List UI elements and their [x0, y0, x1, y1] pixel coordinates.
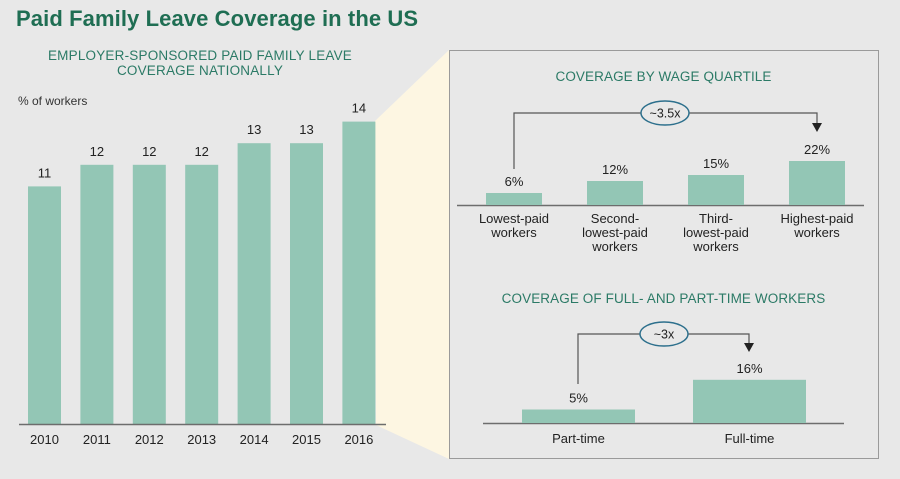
- quartile-category-label: Lowest-paid: [479, 211, 549, 226]
- national-bar-2014: [237, 143, 271, 424]
- quartile-bar: [789, 161, 845, 205]
- quartile-bar: [688, 175, 744, 205]
- work-status-chart-title: COVERAGE OF FULL- AND PART-TIME WORKERS: [501, 291, 826, 306]
- quartile-category-label: lowest-paid: [582, 225, 648, 240]
- national-data-label: 12: [194, 144, 208, 159]
- quartile-bar: [486, 193, 542, 205]
- national-data-label: 12: [142, 144, 156, 159]
- national-x-tick-label: 2013: [187, 432, 216, 447]
- national-x-tick-label: 2012: [135, 432, 164, 447]
- national-bar-2012: [132, 164, 166, 425]
- quartile-ratio-ellipse: [640, 100, 690, 126]
- national-coverage-chart: 11 2010 12 2011 12 2012 12 2013 13 2014 13 2015 14 20…: [19, 101, 386, 447]
- work-status-chart: 5% Part-time 16% Full-time ~3x: [483, 321, 844, 446]
- quartile-category-label: workers: [793, 225, 840, 240]
- wage-quartile-chart: 6%Lowest-paidworkers12%Second-lowest-pai…: [457, 100, 864, 254]
- work-status-ratio-label: ~3x: [654, 328, 675, 342]
- work-status-data-label: 16%: [736, 361, 762, 376]
- national-x-tick-label: 2014: [240, 432, 269, 447]
- quartile-category-label: Second-: [591, 211, 639, 226]
- national-bar-2016: [342, 121, 376, 424]
- national-x-tick-label: 2015: [292, 432, 321, 447]
- quartile-category-label: workers: [490, 225, 537, 240]
- national-bar-2015: [290, 143, 323, 424]
- quartile-bar: [587, 181, 643, 205]
- national-data-label: 11: [38, 165, 52, 180]
- national-bar-2011: [80, 164, 114, 425]
- national-x-tick-label: 2016: [344, 432, 373, 447]
- page-title: Paid Family Leave Coverage in the US: [16, 6, 419, 31]
- quartile-data-label: 12%: [602, 162, 628, 177]
- quartile-category-label: workers: [692, 239, 739, 254]
- national-data-label: 13: [247, 122, 261, 137]
- national-x-tick-label: 2010: [30, 432, 59, 447]
- national-x-tick-label: 2011: [83, 432, 111, 447]
- wage-quartile-chart-title: COVERAGE BY WAGE QUARTILE: [555, 69, 772, 84]
- work-status-category-label: Part-time: [552, 431, 605, 446]
- national-chart-title: EMPLOYER-SPONSORED PAID FAMILY LEAVE COV…: [47, 48, 353, 78]
- national-data-label: 14: [352, 101, 366, 116]
- work-status-data-label: 5%: [569, 391, 588, 406]
- work-status-ratio-ellipse: [639, 321, 689, 347]
- national-bar-2010: [28, 186, 61, 424]
- arrow-down-icon: [744, 343, 754, 352]
- national-chart-ylabel: % of workers: [18, 94, 88, 108]
- quartile-ratio-label: ~3.5x: [650, 107, 682, 121]
- arrow-down-icon: [812, 123, 822, 132]
- quartile-category-label: lowest-paid: [683, 225, 749, 240]
- quartile-data-label: 6%: [505, 174, 524, 189]
- work-status-bar: [693, 379, 806, 423]
- work-status-category-label: Full-time: [725, 431, 775, 446]
- national-data-label: 12: [90, 144, 104, 159]
- quartile-category-label: Highest-paid: [781, 211, 854, 226]
- national-data-label: 13: [299, 122, 313, 137]
- work-status-bar: [522, 409, 635, 423]
- quartile-category-label: Third-: [699, 211, 733, 226]
- quartile-category-label: workers: [591, 239, 638, 254]
- national-bar-2013: [185, 164, 219, 425]
- quartile-data-label: 22%: [804, 142, 830, 157]
- quartile-data-label: 15%: [703, 156, 729, 171]
- zoom-highlight-shape: [375, 50, 449, 459]
